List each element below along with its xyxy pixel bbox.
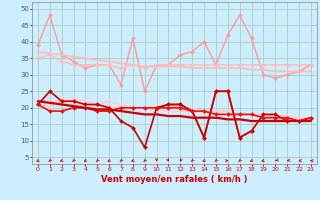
X-axis label: Vent moyen/en rafales ( km/h ): Vent moyen/en rafales ( km/h ) — [101, 175, 248, 184]
